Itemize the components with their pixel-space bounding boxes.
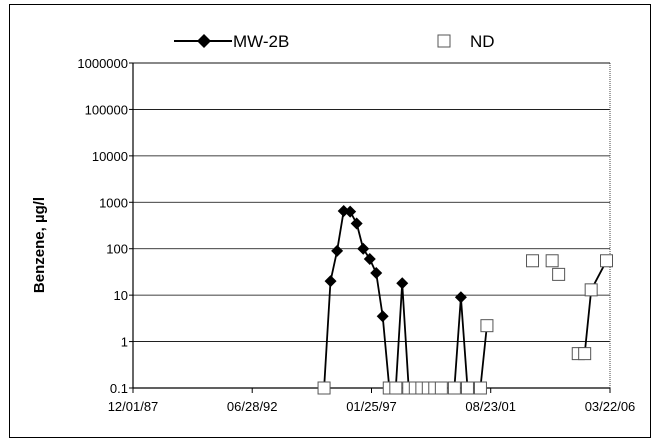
legend-mw2b-label: MW-2B [233, 32, 289, 51]
series-line-mw2b [479, 325, 488, 389]
y-tick-label: 100 [106, 242, 128, 257]
mw2b-diamond-point [350, 217, 363, 230]
legend: MW-2B ND [174, 32, 495, 51]
x-tick-label: 03/22/06 [585, 399, 636, 414]
mw2b-diamond-point [370, 266, 383, 279]
x-tick-label: 12/01/87 [108, 399, 159, 414]
series-line-mw2b [453, 297, 469, 389]
mw2b-diamond-point [363, 253, 376, 266]
series-line-mw2b [583, 260, 608, 354]
y-tick-label: 1000000 [77, 56, 128, 71]
nd-square-point [317, 381, 331, 395]
y-tick-labels: 1000000 100000 10000 1000 100 10 1 0.1 [77, 56, 128, 396]
x-tick-labels: 12/01/87 06/28/92 01/25/97 08/23/01 03/22/06 [108, 399, 636, 414]
nd-square-point [473, 381, 487, 395]
nd-square-point [460, 381, 474, 395]
y-tick-label: 1000 [99, 195, 128, 210]
mw2b-diamond-point [344, 205, 357, 218]
y-tick-label: 1 [121, 335, 128, 350]
y-tick-label: 10 [114, 288, 128, 303]
legend-nd-label: ND [470, 32, 495, 51]
legend-nd-square-icon [437, 34, 451, 48]
nd-square-point [600, 254, 614, 268]
nd-square-point [434, 381, 448, 395]
nd-square-point [389, 381, 403, 395]
y-tick-label: 0.1 [110, 381, 128, 396]
axes [132, 62, 611, 393]
y-axis-label: Benzene, µg/l [31, 197, 48, 293]
nd-square-point [552, 267, 566, 281]
x-tick-label: 06/28/92 [227, 399, 278, 414]
legend-mw2b-diamond-icon [197, 34, 211, 48]
grid-lines [129, 62, 610, 389]
series-line-mw2b [323, 210, 410, 389]
mw2b-diamond-point [331, 244, 344, 257]
y-tick-label: 10000 [92, 149, 128, 164]
mw2b-diamond-point [324, 275, 337, 288]
nd-square-point [584, 283, 598, 297]
y-tick-label: 100000 [85, 102, 128, 117]
x-tick-label: 01/25/97 [346, 399, 397, 414]
chart-frame [9, 4, 651, 438]
mw2b-diamond-point [454, 291, 467, 304]
nd-square-point [447, 381, 461, 395]
x-tick-label: 08/23/01 [465, 399, 516, 414]
series-lines [323, 210, 608, 389]
nd-square-point [578, 347, 592, 361]
mw2b-diamond-point [396, 277, 409, 290]
mw2b-diamond-point [376, 310, 389, 323]
data-markers [317, 204, 614, 395]
nd-square-point [526, 254, 540, 268]
mw2b-diamond-point [357, 242, 370, 255]
nd-square-point [545, 254, 559, 268]
nd-square-point [480, 319, 494, 333]
